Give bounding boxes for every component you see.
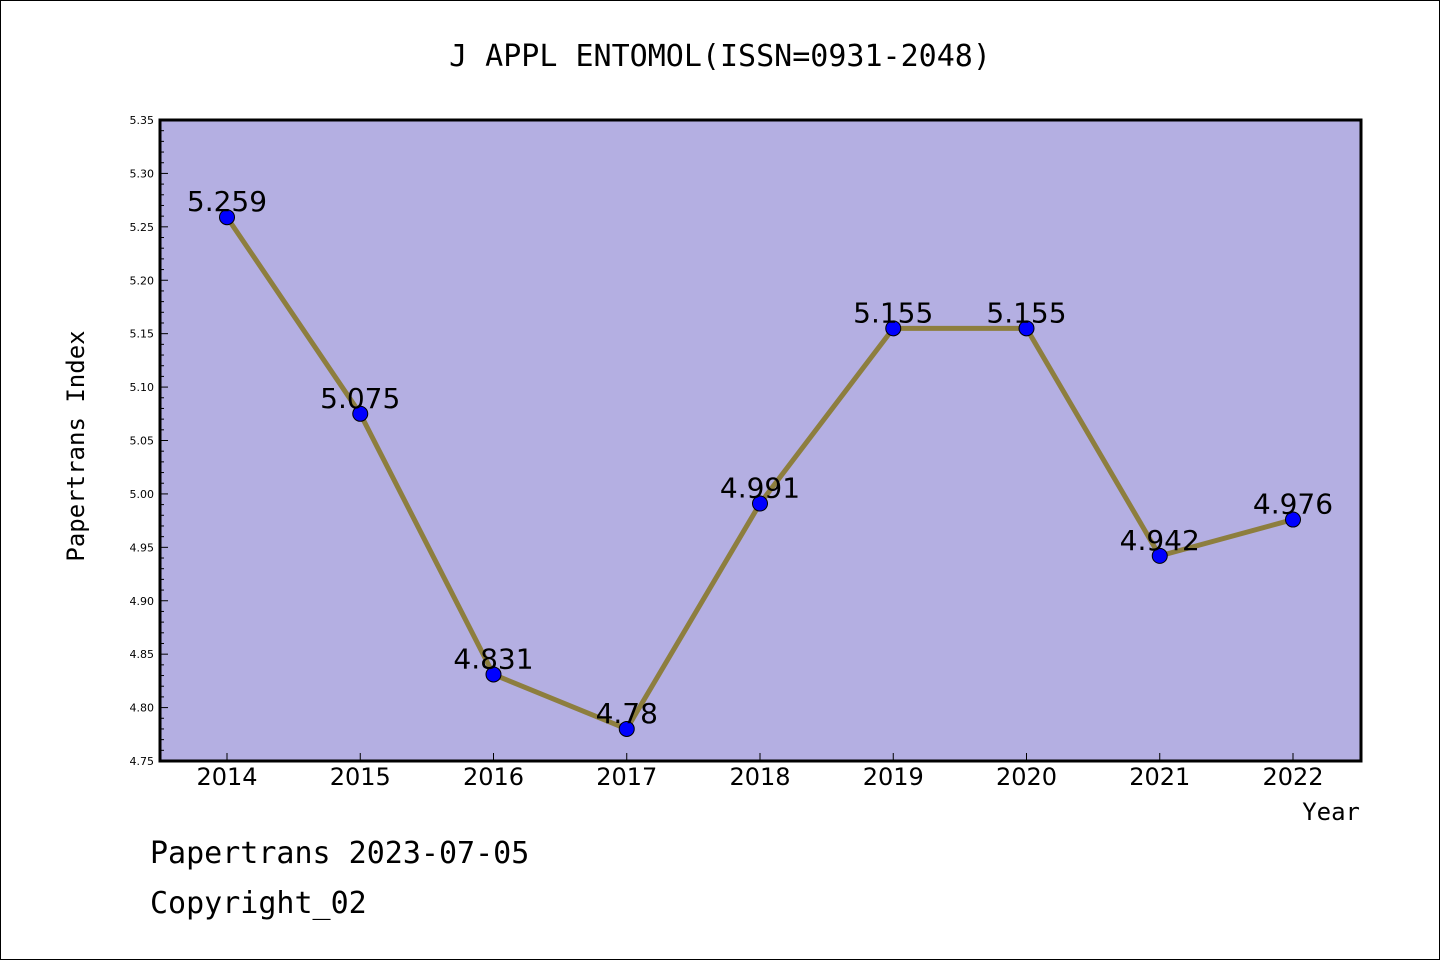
y-tick-label: 4.75 <box>130 755 155 768</box>
footer-date-line: Papertrans 2023-07-05 <box>150 836 530 871</box>
data-label: 5.075 <box>320 382 400 415</box>
data-label: 4.942 <box>1120 524 1200 557</box>
x-tick-label: 2015 <box>330 763 391 791</box>
footer-copyright: Copyright_02 <box>150 886 367 921</box>
y-tick-label: 4.95 <box>130 541 155 554</box>
y-tick-label: 4.85 <box>130 648 155 661</box>
data-label: 5.155 <box>986 296 1066 329</box>
plot-area <box>158 118 1363 763</box>
x-tick-label: 2016 <box>463 763 524 791</box>
data-point <box>1018 320 1035 337</box>
data-point <box>219 209 235 226</box>
x-axis-label: Year <box>1302 798 1360 826</box>
data-point <box>352 405 369 422</box>
x-tick-label: 2020 <box>996 763 1057 791</box>
data-point <box>1151 547 1168 564</box>
series-index: 5.259 5.075 4.831 4.78 4.991 5.155 5.155 4.942 4… <box>187 185 1333 737</box>
data-label: 4.991 <box>720 472 800 505</box>
x-tick-label: 2018 <box>729 763 790 791</box>
y-tick-label: 5.00 <box>130 488 155 501</box>
data-label: 4.831 <box>453 642 533 675</box>
x-tick-label: 2019 <box>863 763 924 791</box>
y-tick-label: 4.90 <box>130 595 155 608</box>
x-tick-label: 2022 <box>1262 763 1323 791</box>
y-tick-label: 4.80 <box>130 702 155 715</box>
data-point <box>752 495 768 512</box>
data-point <box>885 320 902 337</box>
data-point <box>485 666 502 683</box>
data-label: 5.155 <box>853 296 933 329</box>
data-point <box>1285 511 1301 528</box>
y-tick-label: 5.25 <box>130 221 155 234</box>
y-tick-label: 5.05 <box>130 435 155 448</box>
data-label: 4.976 <box>1253 488 1333 521</box>
y-tick-label: 5.15 <box>130 328 155 341</box>
data-label: 4.78 <box>596 697 658 730</box>
x-axis: 2014 2015 2016 2017 2018 2019 2020 2021 2022 <box>196 753 1324 791</box>
y-axis: 4.75 4.80 4.85 4.90 4.95 5.00 5.05 5.10 5.15 5.20… <box>130 114 168 768</box>
y-tick-label: 5.35 <box>130 114 155 127</box>
y-tick-label: 5.20 <box>130 274 155 287</box>
y-tick-label: 5.30 <box>130 167 155 180</box>
y-tick-label: 5.10 <box>130 381 155 394</box>
data-label: 5.259 <box>187 185 267 218</box>
data-point <box>618 720 635 737</box>
y-axis-label: Papertrans Index <box>62 330 90 561</box>
x-tick-label: 2021 <box>1129 763 1190 791</box>
x-tick-label: 2014 <box>196 763 257 791</box>
x-tick-label: 2017 <box>596 763 657 791</box>
chart-title: J APPL ENTOMOL(ISSN=0931-2048) <box>449 39 991 74</box>
